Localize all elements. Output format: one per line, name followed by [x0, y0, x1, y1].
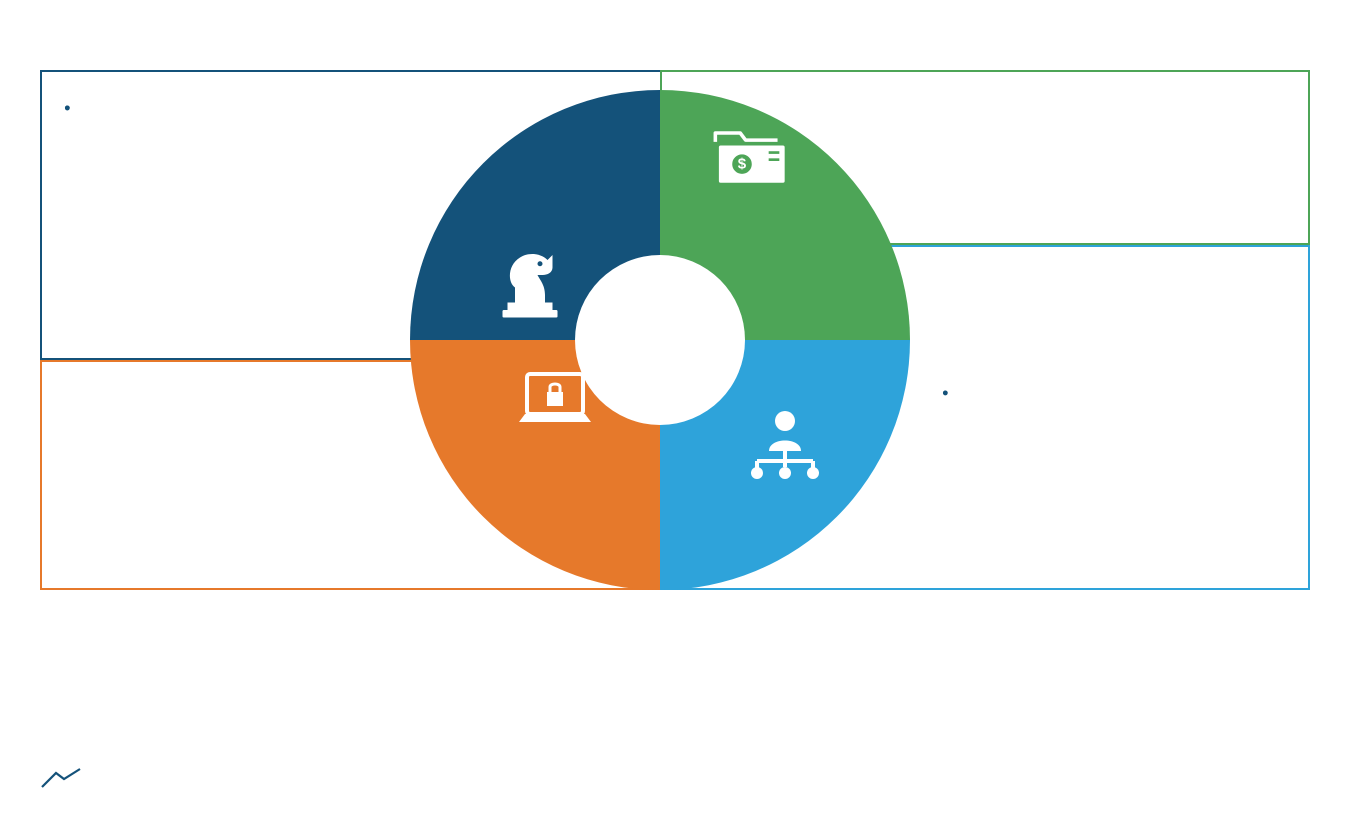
cdo-circle: $ — [410, 90, 910, 590]
laptop-lock-icon — [505, 355, 605, 445]
org-chart-person-icon — [740, 398, 830, 488]
svg-text:$: $ — [738, 156, 747, 173]
logo-roof-icon — [40, 767, 84, 794]
money-folder-icon: $ — [695, 112, 805, 202]
footer — [40, 767, 106, 794]
chess-knight-icon — [485, 235, 575, 325]
page-subtitle — [0, 34, 1349, 50]
page-title — [0, 0, 1349, 34]
diagram-area: $ — [0, 50, 1349, 650]
